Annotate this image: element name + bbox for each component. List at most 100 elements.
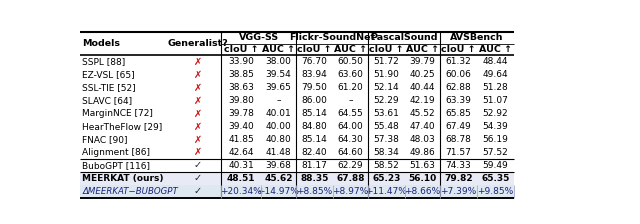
Text: 58.34: 58.34	[373, 148, 399, 157]
Text: 85.14: 85.14	[301, 109, 327, 118]
Text: 40.00: 40.00	[266, 122, 291, 131]
Text: +14.97%: +14.97%	[257, 187, 300, 196]
Text: ✗: ✗	[194, 70, 202, 80]
Text: EZ-VSL [65]: EZ-VSL [65]	[83, 70, 135, 79]
Text: AUC ↑: AUC ↑	[262, 45, 295, 54]
Text: 79.82: 79.82	[444, 174, 472, 183]
Text: AUC ↑: AUC ↑	[406, 45, 439, 54]
Text: +7.39%: +7.39%	[440, 187, 476, 196]
Text: 39.40: 39.40	[228, 122, 254, 131]
Text: Flickr-SoundNet: Flickr-SoundNet	[289, 33, 375, 42]
Text: Models: Models	[83, 39, 120, 48]
Text: 67.88: 67.88	[336, 174, 365, 183]
Text: 79.50: 79.50	[301, 83, 327, 92]
Text: 51.90: 51.90	[373, 70, 399, 79]
Text: 61.32: 61.32	[445, 57, 471, 66]
Text: 68.78: 68.78	[445, 135, 471, 144]
Text: 40.44: 40.44	[410, 83, 435, 92]
Text: ΔMEERKAT−BUBOGPT: ΔMEERKAT−BUBOGPT	[83, 187, 178, 196]
Text: 64.60: 64.60	[337, 148, 363, 157]
Text: 65.85: 65.85	[445, 109, 471, 118]
Text: 41.48: 41.48	[266, 148, 291, 157]
Text: 40.25: 40.25	[410, 70, 435, 79]
Text: –: –	[348, 96, 353, 105]
Text: 39.68: 39.68	[266, 161, 291, 170]
Text: 51.07: 51.07	[483, 96, 508, 105]
Text: 52.14: 52.14	[374, 83, 399, 92]
Text: Generalist?: Generalist?	[168, 39, 228, 48]
Text: 54.39: 54.39	[483, 122, 508, 131]
Text: 67.49: 67.49	[445, 122, 471, 131]
Text: 40.80: 40.80	[266, 135, 291, 144]
Text: 42.19: 42.19	[410, 96, 435, 105]
Text: 84.80: 84.80	[301, 122, 327, 131]
Text: 51.63: 51.63	[410, 161, 435, 170]
Text: 60.06: 60.06	[445, 70, 471, 79]
Text: 48.44: 48.44	[483, 57, 508, 66]
Text: 85.14: 85.14	[301, 135, 327, 144]
Text: +8.97%: +8.97%	[332, 187, 369, 196]
Text: +9.85%: +9.85%	[477, 187, 513, 196]
Text: 83.94: 83.94	[301, 70, 327, 79]
Text: 63.60: 63.60	[337, 70, 364, 79]
Bar	[80, 185, 514, 198]
Text: ✗: ✗	[194, 96, 202, 106]
Text: 59.49: 59.49	[483, 161, 508, 170]
Text: 71.57: 71.57	[445, 148, 471, 157]
Text: AUC ↑: AUC ↑	[333, 45, 367, 54]
Text: SSL-TIE [52]: SSL-TIE [52]	[83, 83, 136, 92]
Text: 49.64: 49.64	[483, 70, 508, 79]
Text: MEERKAT (ours): MEERKAT (ours)	[83, 174, 164, 183]
Text: HearTheFlow [29]: HearTheFlow [29]	[83, 122, 163, 131]
Text: 53.61: 53.61	[373, 109, 399, 118]
Text: 52.29: 52.29	[374, 96, 399, 105]
Text: +11.47%: +11.47%	[365, 187, 407, 196]
Text: cIoU ↑: cIoU ↑	[441, 45, 476, 54]
Text: ✗: ✗	[194, 134, 202, 144]
Text: Alignment [86]: Alignment [86]	[83, 148, 150, 157]
Text: 45.62: 45.62	[264, 174, 292, 183]
Text: 55.48: 55.48	[373, 122, 399, 131]
Text: 57.38: 57.38	[373, 135, 399, 144]
Text: BuboGPT [116]: BuboGPT [116]	[83, 161, 150, 170]
Text: cIoU ↑: cIoU ↑	[369, 45, 404, 54]
Text: 61.20: 61.20	[337, 83, 363, 92]
Text: PascalSound: PascalSound	[370, 33, 437, 42]
Text: 62.88: 62.88	[445, 83, 471, 92]
Text: +8.85%: +8.85%	[296, 187, 333, 196]
Text: 57.52: 57.52	[483, 148, 508, 157]
Text: 64.30: 64.30	[337, 135, 363, 144]
Text: 65.35: 65.35	[481, 174, 509, 183]
Text: 74.33: 74.33	[445, 161, 471, 170]
Text: cIoU ↑: cIoU ↑	[297, 45, 332, 54]
Text: 52.92: 52.92	[483, 109, 508, 118]
Text: 39.78: 39.78	[228, 109, 254, 118]
Text: 41.85: 41.85	[228, 135, 254, 144]
Text: 82.40: 82.40	[301, 148, 327, 157]
Text: 40.01: 40.01	[266, 109, 291, 118]
Text: 38.00: 38.00	[266, 57, 291, 66]
Text: ✓: ✓	[194, 173, 202, 183]
Text: ✗: ✗	[194, 57, 202, 67]
Text: 58.52: 58.52	[373, 161, 399, 170]
Text: AVSBench: AVSBench	[450, 33, 504, 42]
Text: 48.51: 48.51	[227, 174, 255, 183]
Text: 63.39: 63.39	[445, 96, 471, 105]
Text: 48.03: 48.03	[410, 135, 435, 144]
Text: MarginNCE [72]: MarginNCE [72]	[83, 109, 154, 118]
Text: 56.10: 56.10	[408, 174, 436, 183]
Text: 60.50: 60.50	[337, 57, 364, 66]
Text: 33.90: 33.90	[228, 57, 254, 66]
Text: 39.80: 39.80	[228, 96, 254, 105]
Text: 64.00: 64.00	[337, 122, 363, 131]
Text: 51.72: 51.72	[373, 57, 399, 66]
Text: 39.65: 39.65	[266, 83, 291, 92]
Text: 49.86: 49.86	[410, 148, 435, 157]
Bar	[80, 172, 514, 185]
Text: 39.79: 39.79	[410, 57, 435, 66]
Text: 76.70: 76.70	[301, 57, 327, 66]
Text: FNAC [90]: FNAC [90]	[83, 135, 128, 144]
Text: SSPL [88]: SSPL [88]	[83, 57, 125, 66]
Text: cIoU ↑: cIoU ↑	[224, 45, 259, 54]
Text: 45.52: 45.52	[410, 109, 435, 118]
